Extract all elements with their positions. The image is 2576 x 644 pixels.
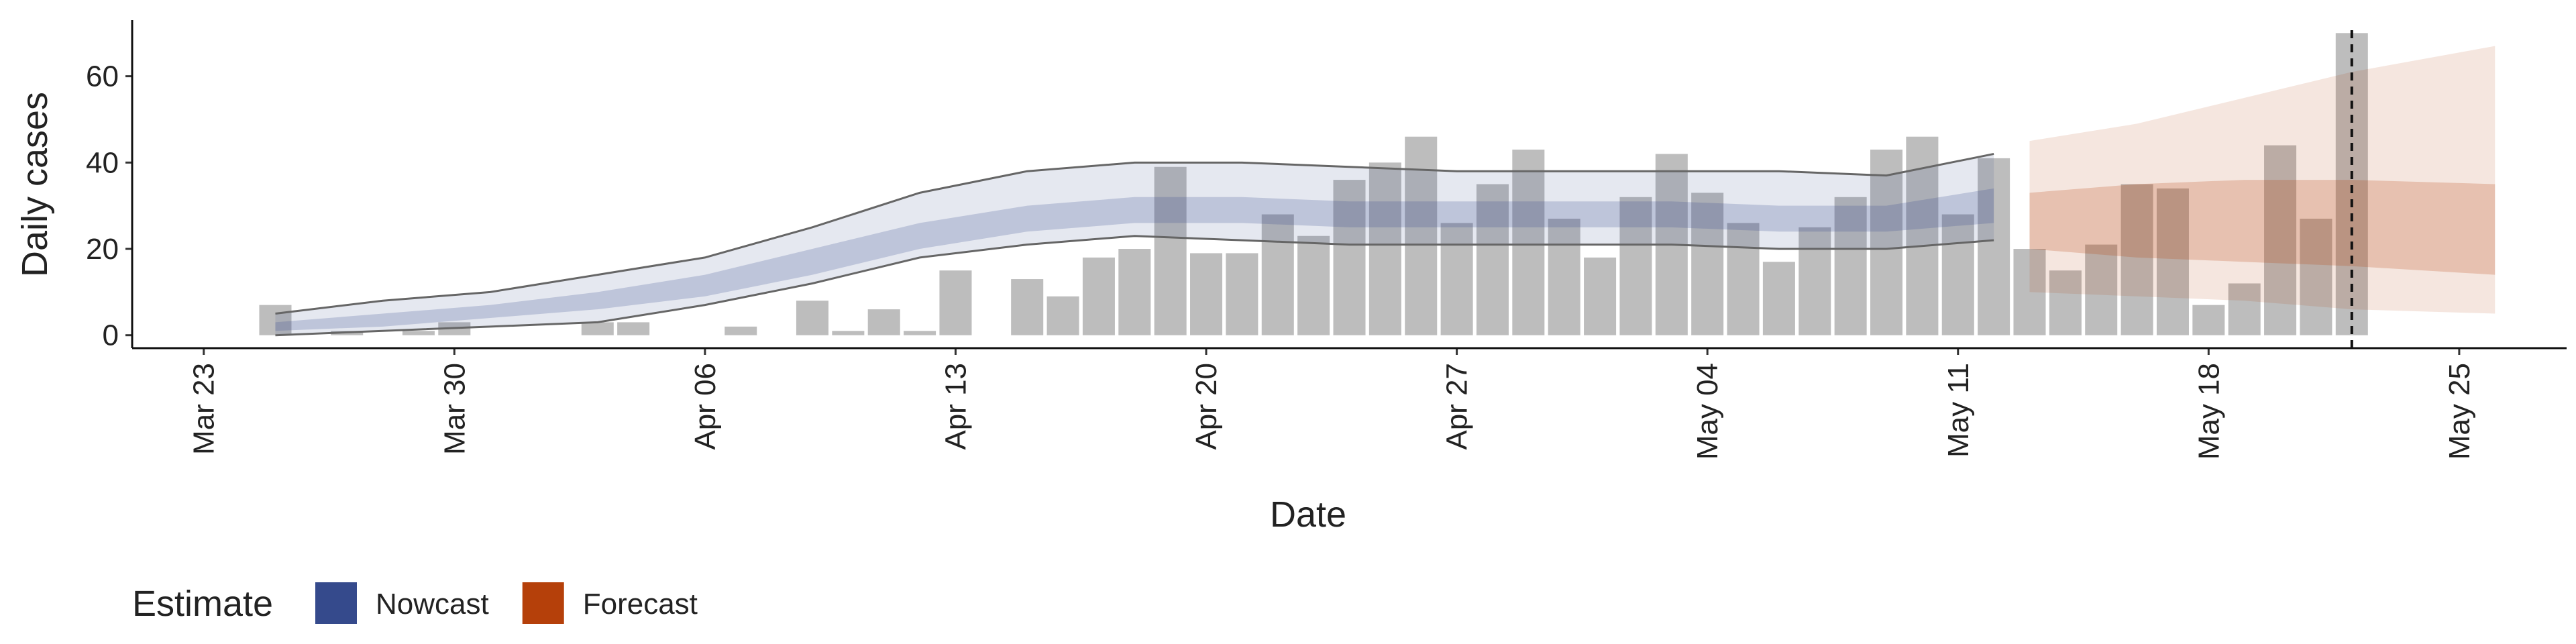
- bar: [1834, 197, 1867, 335]
- bar: [1011, 279, 1044, 335]
- bar: [796, 301, 829, 335]
- bar: [1154, 166, 1187, 335]
- bar: [1978, 158, 2010, 335]
- bar: [2156, 188, 2189, 335]
- band-90: [2029, 46, 2496, 314]
- x-tick-label: Apr 06: [689, 363, 722, 450]
- bar: [1190, 253, 1223, 335]
- x-tick-label: Apr 13: [939, 363, 972, 450]
- bar: [1368, 162, 1401, 335]
- legend-title: Estimate: [132, 584, 273, 624]
- y-tick-label: 40: [86, 146, 119, 179]
- band-edge-line: [275, 235, 1994, 337]
- bar: [1297, 235, 1330, 335]
- band-50: [275, 188, 1994, 331]
- y-tick-label: 20: [86, 233, 119, 266]
- bar: [1941, 214, 1974, 335]
- bar: [1046, 296, 1079, 335]
- bar: [2264, 145, 2297, 335]
- x-tick-label: Mar 30: [438, 363, 471, 455]
- bar: [2192, 305, 2225, 335]
- legend-label: Nowcast: [376, 588, 489, 621]
- bar: [259, 305, 292, 335]
- band-90: [275, 154, 1994, 335]
- bar: [1762, 262, 1795, 335]
- bar: [2121, 184, 2153, 335]
- bar: [1584, 257, 1617, 335]
- y-tick-label: 0: [103, 319, 119, 352]
- y-tick-label: 60: [86, 60, 119, 93]
- x-tick-label: May 04: [1691, 363, 1724, 460]
- bar: [1512, 150, 1545, 335]
- bar: [1548, 218, 1580, 335]
- bar: [1226, 253, 1258, 335]
- bar: [1799, 227, 1831, 335]
- legend-swatch: [522, 582, 564, 624]
- bar: [2300, 218, 2332, 335]
- x-tick-label: Apr 20: [1190, 363, 1223, 450]
- legend-label: Forecast: [583, 588, 698, 621]
- x-tick-label: Mar 23: [188, 363, 221, 455]
- bar: [1440, 223, 1473, 335]
- band-edge-line: [275, 152, 1994, 315]
- bar: [939, 270, 972, 335]
- bar: [832, 331, 865, 335]
- x-tick-label: May 25: [2443, 363, 2476, 460]
- x-axis-title: Date: [1270, 494, 1346, 535]
- bar: [2085, 244, 2118, 335]
- bar: [1118, 249, 1151, 335]
- legend-swatch: [315, 582, 357, 624]
- y-axis-title: Daily cases: [15, 92, 55, 277]
- bar: [867, 309, 900, 335]
- bar: [581, 322, 614, 335]
- bar: [617, 322, 650, 335]
- bar: [904, 331, 936, 335]
- x-tick-label: Apr 27: [1441, 363, 1474, 450]
- x-tick-label: May 11: [1942, 363, 1975, 458]
- bar: [2049, 270, 2082, 335]
- bar: [2013, 249, 2046, 335]
- bar: [1333, 180, 1366, 335]
- bar: [1476, 184, 1509, 335]
- bar: [724, 326, 757, 335]
- x-tick-label: May 18: [2192, 363, 2225, 460]
- band-50: [2029, 180, 2496, 275]
- bar: [1082, 257, 1115, 335]
- bar: [1727, 223, 1760, 335]
- bar: [1261, 214, 1294, 335]
- bar: [402, 331, 435, 335]
- bar: [2228, 283, 2261, 335]
- bar: [1870, 150, 1903, 335]
- bar: [1691, 193, 1724, 335]
- bar: [1619, 197, 1652, 335]
